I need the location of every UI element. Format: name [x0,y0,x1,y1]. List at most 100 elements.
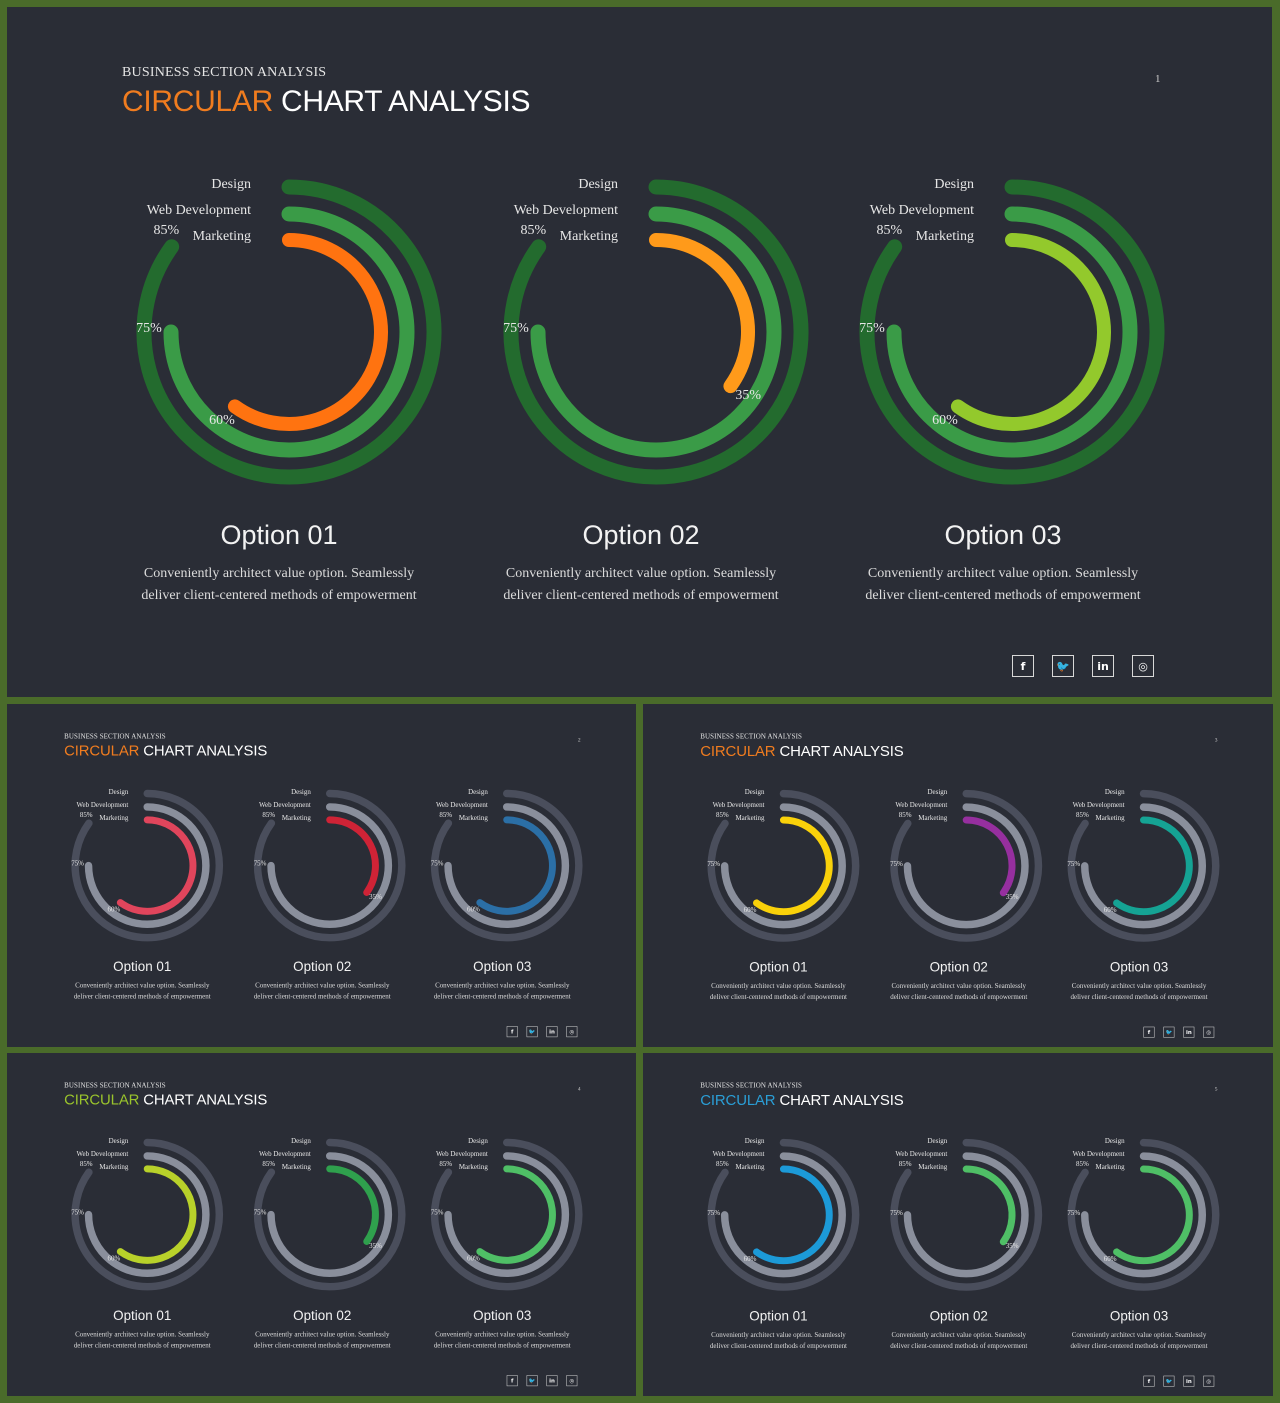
desc-line: deliver client-centered methods of empow… [141,588,417,603]
option-description: Conveniently architect value option. Sea… [413,1329,592,1351]
facebook-icon[interactable]: f [506,1026,518,1038]
radial-chart-svg: Design 85% Web Development 75% Marketing 60% [431,1137,583,1291]
ring-arc-marketing [116,1165,197,1264]
slide-1[interactable]: BUSINESS SECTION ANALYSIS CIRCULAR CHART … [7,7,1272,697]
value-label: 35% [1006,1242,1019,1250]
category-label: Marketing [735,1163,765,1171]
desc-line: Conveniently architect value option. Sea… [711,982,846,990]
ring-arc-design [1067,789,1220,942]
ring-arc-design [707,1138,860,1291]
value-label: 75% [431,860,444,868]
radial-chart-option-03: Design 85% Web Development 75% Marketing 60% [815,162,1175,502]
value-label: 75% [254,1209,267,1217]
ring-arc-web-development [886,206,1138,458]
category-label: Marketing [1096,814,1126,822]
radial-chart-svg: Design 85% Web Development 75% Marketing 60% [707,1137,860,1291]
desc-line: Conveniently architect value option. Sea… [255,1330,390,1339]
ring-arc-marketing [753,816,833,916]
value-label: 35% [735,388,761,403]
ring-arc-marketing [326,816,379,896]
value-label: 75% [859,321,885,336]
desc-line: deliver client-centered methods of empow… [253,1341,391,1350]
slide-5[interactable]: BUSINESS SECTION ANALYSIS CIRCULAR CHART … [643,1053,1273,1396]
category-label: Marketing [560,229,618,244]
linkedin-icon[interactable]: in [546,1026,558,1038]
linkedin-icon[interactable]: in [546,1375,558,1387]
value-label: 85% [262,811,275,819]
title-accent: CIRCULAR [700,742,776,760]
value-label: 85% [1076,1160,1089,1168]
linkedin-icon[interactable]: in [1092,655,1114,677]
value-label: 85% [439,1160,452,1168]
page-number: 3 [1214,736,1218,743]
radial-chart-svg: Design 85% Web Development 75% Marketing 35% [254,788,406,942]
ring-arc-web-development [1081,1152,1206,1278]
ring-arc-marketing [1113,816,1193,916]
option-description: Conveniently architect value option. Sea… [99,563,459,607]
social-links: f 🐦 in ◎ [506,1375,578,1387]
facebook-icon[interactable]: f [506,1375,518,1387]
radial-chart-option-01: Design 85% Web Development 75% Marketing 60% [685,781,864,950]
category-label: Web Development [870,203,974,218]
value-label: 60% [108,1254,121,1262]
twitter-icon[interactable]: 🐦 [1163,1375,1175,1387]
option-description: Conveniently architect value option. Sea… [53,980,232,1002]
category-label: Marketing [193,229,251,244]
facebook-icon[interactable]: f [1143,1026,1155,1038]
slide-content: BUSINESS SECTION ANALYSIS CIRCULAR CHART … [7,1053,636,1396]
instagram-icon[interactable]: ◎ [566,1026,578,1038]
twitter-icon[interactable]: 🐦 [526,1375,538,1387]
twitter-icon[interactable]: 🐦 [1052,655,1074,677]
linkedin-icon[interactable]: in [1183,1026,1195,1038]
slide-4[interactable]: BUSINESS SECTION ANALYSIS CIRCULAR CHART … [7,1053,636,1396]
value-label: 85% [262,1160,275,1168]
value-label: 75% [71,1209,84,1217]
value-label: 85% [716,811,729,819]
ring-arc-web-development [84,1152,210,1277]
title-accent: CIRCULAR [700,1091,776,1109]
value-label: 75% [1067,860,1080,868]
option-title: Option 03 [1109,959,1169,975]
desc-line: deliver client-centered methods of empow… [73,992,211,1001]
twitter-icon[interactable]: 🐦 [526,1026,538,1038]
category-label: Web Development [713,801,765,809]
linkedin-icon[interactable]: in [1183,1375,1195,1387]
ring-arc-design [890,1138,1043,1291]
facebook-icon[interactable]: f [1012,655,1034,677]
desc-line: Conveniently architect value option. Sea… [75,981,210,990]
value-label: 75% [707,860,720,868]
instagram-icon[interactable]: ◎ [1203,1026,1215,1038]
instagram-icon[interactable]: ◎ [1203,1375,1215,1387]
value-label: 60% [467,1254,480,1262]
title-rest: CHART ANALYSIS [779,1091,904,1109]
option-description: Conveniently architect value option. Sea… [233,1329,412,1351]
slide-3[interactable]: BUSINESS SECTION ANALYSIS CIRCULAR CHART … [643,704,1273,1047]
radial-chart-svg: Design 85% Web Development 75% Marketing 60% [1067,1137,1220,1291]
category-label: Marketing [99,1163,128,1171]
value-label: 60% [108,905,121,913]
ring-arc-marketing [476,1165,556,1264]
desc-line: Conveniently architect value option. Sea… [867,566,1139,581]
radial-chart-option-01: Design 85% Web Development 75% Marketing 60% [49,781,228,950]
ring-arc-web-development [720,1152,846,1278]
slide-2[interactable]: BUSINESS SECTION ANALYSIS CIRCULAR CHART … [7,704,636,1047]
desc-line: Conveniently architect value option. Sea… [435,981,570,990]
value-label: 85% [439,811,452,819]
value-label: 75% [890,860,903,868]
radial-chart-option-02: Design 85% Web Development 75% Marketing 35% [459,162,819,502]
radial-chart-svg: Design 85% Web Development 75% Marketing 35% [254,1137,406,1291]
twitter-icon[interactable]: 🐦 [1163,1026,1175,1038]
option-description: Conveniently architect value option. Sea… [869,981,1048,1003]
value-label: 35% [369,1242,382,1250]
value-label: 85% [877,223,903,238]
category-label: Design [578,177,618,192]
instagram-icon[interactable]: ◎ [566,1375,578,1387]
ring-arc-web-development [903,1152,1029,1278]
radial-chart-svg: Design 85% Web Development 75% Marketing 60% [707,788,860,942]
instagram-icon[interactable]: ◎ [1132,655,1154,677]
slide-title: CIRCULAR CHART ANALYSIS [122,85,531,119]
slide-content: BUSINESS SECTION ANALYSIS CIRCULAR CHART … [7,7,1272,697]
facebook-icon[interactable]: f [1143,1375,1155,1387]
radial-chart-svg: Design 85% Web Development 75% Marketing 60% [71,1137,224,1291]
slide-supertitle: BUSINESS SECTION ANALYSIS [700,1081,803,1090]
